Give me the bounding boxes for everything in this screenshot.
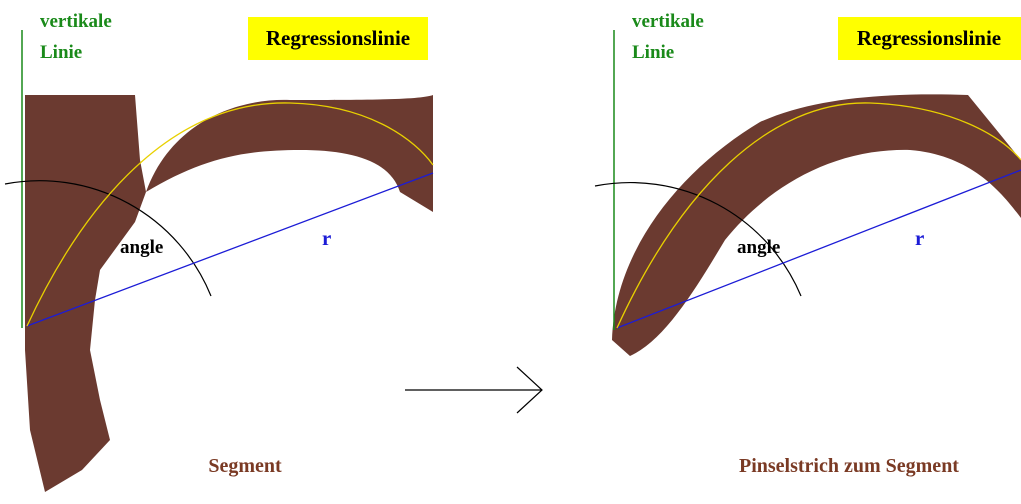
caption: Segment bbox=[208, 455, 282, 477]
vertical-label: vertikale bbox=[632, 11, 704, 32]
angle-label: angle bbox=[120, 237, 163, 258]
caption: Pinselstrich zum Segment bbox=[739, 455, 959, 477]
vertical-label: vertikale bbox=[40, 11, 112, 32]
regression-label: Regressionslinie bbox=[857, 26, 1001, 50]
r-label: r bbox=[915, 226, 924, 250]
r-label: r bbox=[322, 226, 331, 250]
vertical-label: Linie bbox=[40, 42, 82, 63]
segment-shape bbox=[25, 95, 433, 492]
regression-label: Regressionslinie bbox=[266, 26, 410, 50]
vertical-label: Linie bbox=[632, 42, 674, 63]
brush-stroke-shape bbox=[612, 94, 1021, 356]
diagram: Regressionslinie vertikale Linie angle r… bbox=[0, 0, 1021, 504]
angle-label: angle bbox=[737, 237, 780, 258]
right-panel: Regressionslinie vertikale Linie angle r… bbox=[595, 11, 1021, 477]
arrow bbox=[405, 367, 542, 413]
left-panel: Regressionslinie vertikale Linie angle r… bbox=[5, 11, 433, 492]
